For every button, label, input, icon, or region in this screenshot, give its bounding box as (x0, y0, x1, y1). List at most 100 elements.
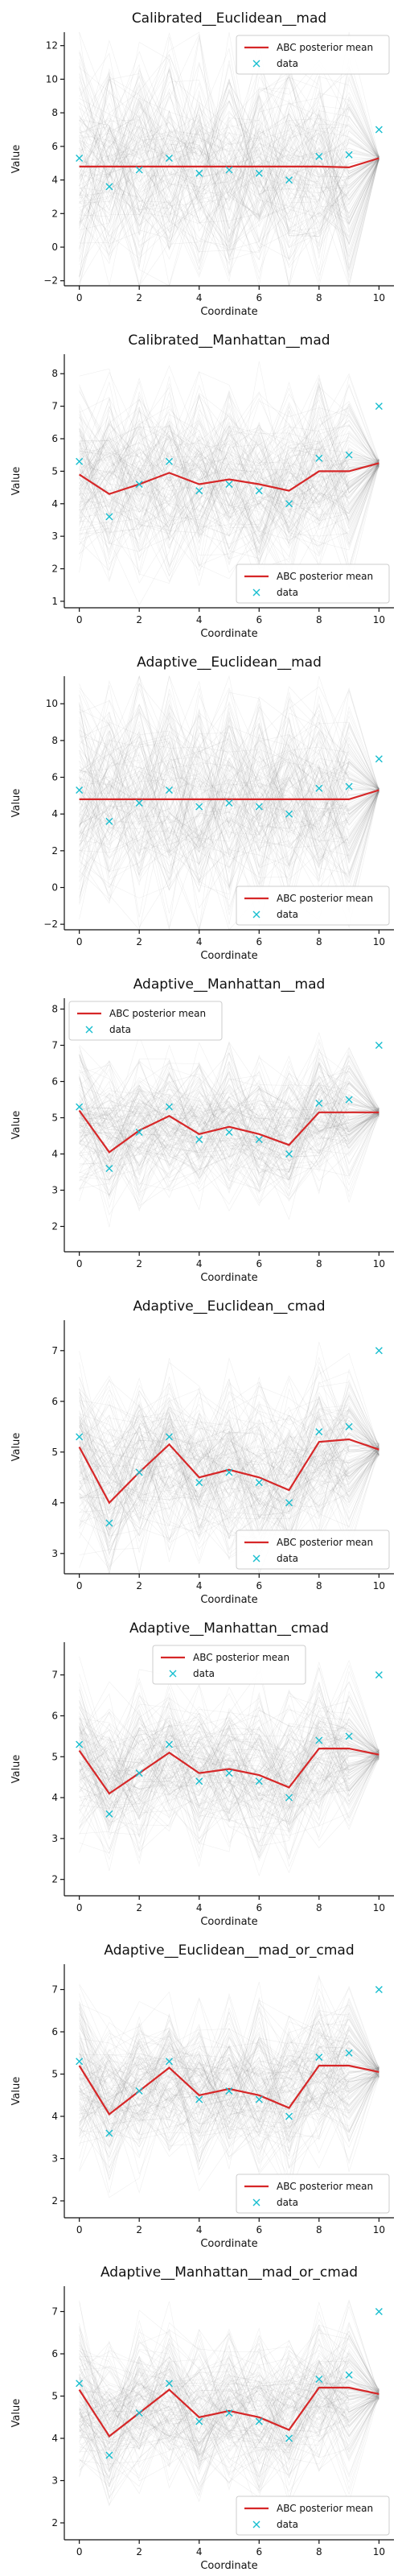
posterior-sample-line (79, 436, 379, 536)
posterior-sample-line (79, 1722, 379, 1852)
posterior-sample-line (79, 1692, 379, 1834)
x-axis-label: Coordinate (200, 2560, 257, 2572)
posterior-sample-line (79, 413, 379, 534)
posterior-sample-line (79, 76, 379, 224)
posterior-sample-line (79, 147, 379, 248)
posterior-sample-line (79, 1724, 379, 1832)
posterior-sample-line (79, 2013, 379, 2136)
legend-box (68, 1001, 223, 1041)
posterior-sample-line (79, 2342, 379, 2485)
posterior-sample-line (79, 1415, 379, 1518)
posterior-sample-line (79, 1084, 379, 1166)
posterior-sample-line (79, 1392, 379, 1549)
data-point-marker (105, 1519, 113, 1527)
posterior-sample-line (79, 1708, 379, 1830)
posterior-sample-line (79, 2339, 379, 2451)
posterior-sample-line (79, 427, 379, 537)
posterior-sample-line (79, 65, 379, 201)
posterior-sample-line (79, 135, 379, 278)
posterior-sample-line (79, 2361, 379, 2447)
posterior-sample-line (79, 85, 379, 244)
posterior-sample-line (79, 2004, 379, 2120)
posterior-sample-line (79, 675, 379, 852)
posterior-sample-line (79, 1377, 379, 1540)
posterior-sample-line (79, 1998, 379, 2154)
posterior-sample-line (79, 2330, 379, 2485)
data-point-marker (76, 2058, 84, 2066)
posterior-sample-line (79, 1381, 379, 1553)
posterior-sample-line (79, 2344, 379, 2461)
posterior-sample-line (79, 1725, 379, 1788)
posterior-sample-line (79, 1988, 379, 2131)
posterior-sample-line (79, 100, 379, 245)
posterior-sample-line (79, 68, 379, 231)
posterior-sample-line (79, 65, 379, 253)
posterior-sample-line (79, 398, 379, 530)
y-axis-label: Value (10, 1111, 23, 1140)
x-tick-label: 2 (136, 2546, 142, 2557)
posterior-sample-line (79, 396, 379, 547)
posterior-sample-line (79, 91, 379, 258)
posterior-sample-line (79, 704, 379, 890)
posterior-sample-line (79, 1748, 379, 1827)
posterior-sample-line (79, 2324, 379, 2454)
posterior-sample-line (79, 2035, 379, 2112)
posterior-sample-line (79, 54, 379, 196)
posterior-sample-line (79, 1404, 379, 1521)
data-point-marker (225, 481, 233, 489)
posterior-sample-line (79, 1411, 379, 1502)
posterior-sample-line (79, 1403, 379, 1511)
posterior-sample-line (79, 96, 379, 280)
data-point-marker (285, 1150, 293, 1158)
posterior-sample-line (79, 424, 379, 545)
x-axis-label: Coordinate (200, 1594, 257, 1606)
posterior-sample-line (79, 1070, 379, 1174)
posterior-sample-line (79, 80, 379, 243)
posterior-sample-line (79, 1395, 379, 1529)
posterior-sample-line (79, 2012, 379, 2124)
posterior-sample-line (79, 64, 379, 261)
posterior-sample-line (79, 1385, 379, 1515)
posterior-sample-line (79, 2027, 379, 2136)
posterior-sample-line (79, 391, 379, 549)
posterior-sample-line (79, 398, 379, 576)
posterior-sample-line (79, 736, 379, 814)
posterior-sample-line (79, 704, 379, 904)
posterior-sample-line (79, 1976, 379, 2157)
x-tick-label: 6 (256, 1580, 262, 1591)
posterior-sample-line (79, 2362, 379, 2508)
posterior-sample-line (79, 683, 379, 850)
posterior-sample-line (79, 77, 379, 218)
y-tick-label: 6 (51, 772, 58, 783)
posterior-sample-line (79, 1393, 379, 1532)
posterior-sample-line (79, 426, 379, 566)
posterior-sample-line (79, 76, 379, 230)
data-point-marker (225, 1468, 233, 1476)
posterior-sample-line (79, 1726, 379, 1849)
posterior-sample-line (79, 1065, 379, 1158)
posterior-sample-line (79, 74, 379, 258)
y-tick-label: 5 (51, 1113, 58, 1124)
chart-panel-0: Calibrated__Euclidean__mad −2 0 2 4 6 8 10 12 0 2 4… (10, 10, 394, 318)
posterior-sample-line (79, 1371, 379, 1542)
posterior-sample-line (79, 72, 379, 218)
posterior-sample-line (79, 2372, 379, 2473)
posterior-sample-line (79, 2357, 379, 2446)
posterior-sample-line (79, 1073, 379, 1198)
posterior-sample-line (79, 1081, 379, 1191)
posterior-sample-line (79, 1385, 379, 1539)
data-point-marker (76, 1103, 84, 1111)
posterior-sample-line (79, 1717, 379, 1813)
y-tick-label: 7 (51, 2306, 58, 2318)
posterior-sample-line (79, 121, 379, 265)
posterior-sample-line (79, 1391, 379, 1497)
posterior-sample-line (79, 1996, 379, 2142)
posterior-mean-line (78, 1438, 379, 1505)
posterior-sample-line (79, 433, 379, 584)
posterior-sample-line (79, 723, 379, 888)
posterior-sample-line (79, 2026, 379, 2157)
posterior-sample-line (79, 1446, 379, 1545)
posterior-sample-line (79, 2012, 379, 2140)
posterior-sample-line (79, 733, 379, 869)
data-point-marker (375, 402, 383, 411)
